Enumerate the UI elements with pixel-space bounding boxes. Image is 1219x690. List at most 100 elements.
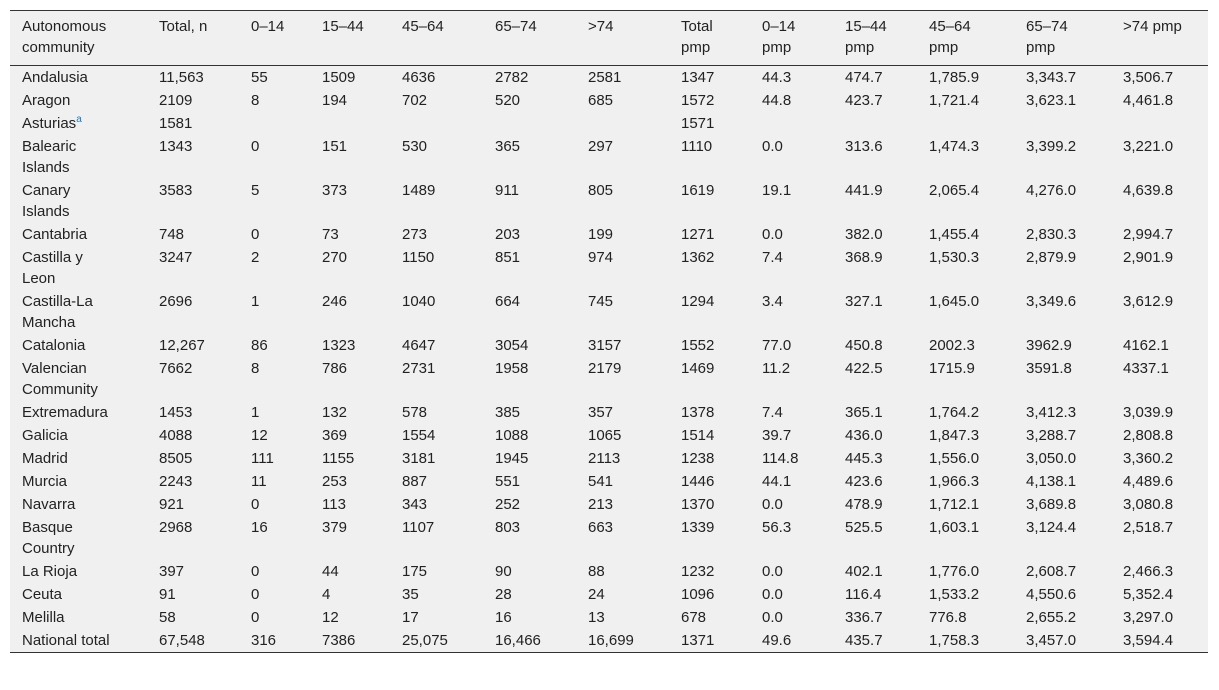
row-label-cell: Cantabria — [10, 223, 147, 246]
cell-value: 24 — [588, 586, 605, 603]
cell-value: 203 — [495, 226, 521, 243]
table-row: Catalonia 12,267 86 1323 4647 3054 3157 1552 77.… — [10, 334, 1208, 357]
table-row: Murcia 2243 11 253 887 551 541 1446 44.1 423.6 1,9… — [10, 470, 1208, 493]
value-cell: 1619 — [669, 179, 750, 223]
value-cell: 13 — [576, 606, 669, 629]
cell-value: 73 — [322, 226, 339, 243]
cell-value: 35 — [402, 586, 419, 603]
cell-value: 1339 — [681, 519, 715, 536]
value-cell: 748 — [147, 223, 239, 246]
row-label: Castilla-La Mancha — [22, 293, 93, 331]
table-row: La Rioja 397 0 44 175 90 88 1232 0.0 402.1 1,776.0… — [10, 560, 1208, 583]
cell-value: 1958 — [495, 360, 529, 377]
cell-value: 1323 — [322, 337, 356, 354]
value-cell: 3.4 — [750, 290, 833, 334]
value-cell: 8 — [239, 357, 310, 401]
row-label: Canary Islands — [22, 182, 71, 220]
table-row: Aragon 2109 8 194 702 520 685 1572 44.8 423.7 1,72… — [10, 89, 1208, 112]
value-cell: 3962.9 — [1014, 334, 1111, 357]
value-cell: 520 — [483, 89, 576, 112]
row-label: Cantabria — [22, 226, 88, 243]
value-cell: 4 — [310, 583, 390, 606]
cell-value: 3,343.7 — [1026, 69, 1077, 86]
cell-value — [588, 113, 669, 134]
value-cell: 44 — [310, 560, 390, 583]
cell-value: 116.4 — [845, 586, 882, 603]
cell-value: 7662 — [159, 360, 193, 377]
row-label: Balearic Islands — [22, 138, 77, 176]
cell-value: 1446 — [681, 473, 715, 490]
value-cell — [239, 112, 310, 135]
cell-value: 253 — [322, 473, 348, 490]
value-cell: 1,721.4 — [917, 89, 1014, 112]
header-text: 0–14 pmp — [762, 18, 796, 56]
value-cell: 5 — [239, 179, 310, 223]
value-cell: 702 — [390, 89, 483, 112]
cell-value: 450.8 — [845, 337, 883, 354]
value-cell: 1238 — [669, 447, 750, 470]
cell-value: 445.3 — [845, 450, 883, 467]
value-cell: 1,556.0 — [917, 447, 1014, 470]
row-label: Andalusia — [22, 69, 88, 86]
row-label: Madrid — [22, 450, 68, 467]
value-cell: 3,349.6 — [1014, 290, 1111, 334]
value-cell: 3583 — [147, 179, 239, 223]
cell-value: 3,050.0 — [1026, 450, 1077, 467]
cell-value: 44 — [322, 563, 339, 580]
value-cell: 7662 — [147, 357, 239, 401]
value-cell: 199 — [576, 223, 669, 246]
value-cell: 246 — [310, 290, 390, 334]
cell-value: 19.1 — [762, 182, 792, 199]
cell-value: 1096 — [681, 586, 715, 603]
value-cell: 435.7 — [833, 629, 917, 653]
value-cell: 2113 — [576, 447, 669, 470]
cell-value: 16 — [495, 609, 512, 626]
cell-value: 3,612.9 — [1123, 293, 1174, 310]
header-cell: 15–44 — [310, 10, 390, 66]
cell-value: 11 — [251, 473, 267, 490]
row-label: Murcia — [22, 473, 68, 490]
value-cell — [483, 112, 576, 135]
cell-value: 2581 — [588, 69, 622, 86]
cell-value: 1,533.2 — [929, 586, 980, 603]
value-cell: 44.8 — [750, 89, 833, 112]
value-cell: 3181 — [390, 447, 483, 470]
value-cell: 12 — [239, 424, 310, 447]
cell-value: 44.8 — [762, 92, 792, 109]
value-cell: 3,221.0 — [1111, 135, 1208, 179]
header-text: Total pmp — [681, 18, 713, 56]
cell-value: 1150 — [402, 249, 435, 266]
value-cell: 450.8 — [833, 334, 917, 357]
value-cell: 1271 — [669, 223, 750, 246]
cell-value — [845, 113, 917, 134]
row-label-cell: Madrid — [10, 447, 147, 470]
cell-value: 3,297.0 — [1123, 609, 1174, 626]
cell-value: 541 — [588, 473, 614, 490]
row-label-cell: Ceuta — [10, 583, 147, 606]
header-cell: >74 pmp — [1111, 10, 1208, 66]
footnote-mark: a — [76, 114, 82, 125]
cell-value: 25,075 — [402, 632, 448, 649]
value-cell: 3,612.9 — [1111, 290, 1208, 334]
value-cell: 25,075 — [390, 629, 483, 653]
value-cell: 3,039.9 — [1111, 401, 1208, 424]
value-cell: 851 — [483, 246, 576, 290]
value-cell: 3,412.3 — [1014, 401, 1111, 424]
value-cell: 1469 — [669, 357, 750, 401]
value-cell: 2243 — [147, 470, 239, 493]
cell-value: 3,124.4 — [1026, 519, 1077, 536]
value-cell: 3157 — [576, 334, 669, 357]
table-row: Castilla-La Mancha 2696 1 246 1040 664 745 1294… — [10, 290, 1208, 334]
value-cell: 368.9 — [833, 246, 917, 290]
value-cell: 0 — [239, 135, 310, 179]
value-cell: 2 — [239, 246, 310, 290]
header-cell: Total pmp — [669, 10, 750, 66]
value-cell: 175 — [390, 560, 483, 583]
cell-value: 1088 — [495, 427, 529, 444]
value-cell: 0 — [239, 493, 310, 516]
cell-value: 803 — [495, 519, 521, 536]
value-cell: 530 — [390, 135, 483, 179]
table-row: Canary Islands 3583 5 373 1489 911 805 1619 19.1… — [10, 179, 1208, 223]
value-cell: 4636 — [390, 66, 483, 90]
